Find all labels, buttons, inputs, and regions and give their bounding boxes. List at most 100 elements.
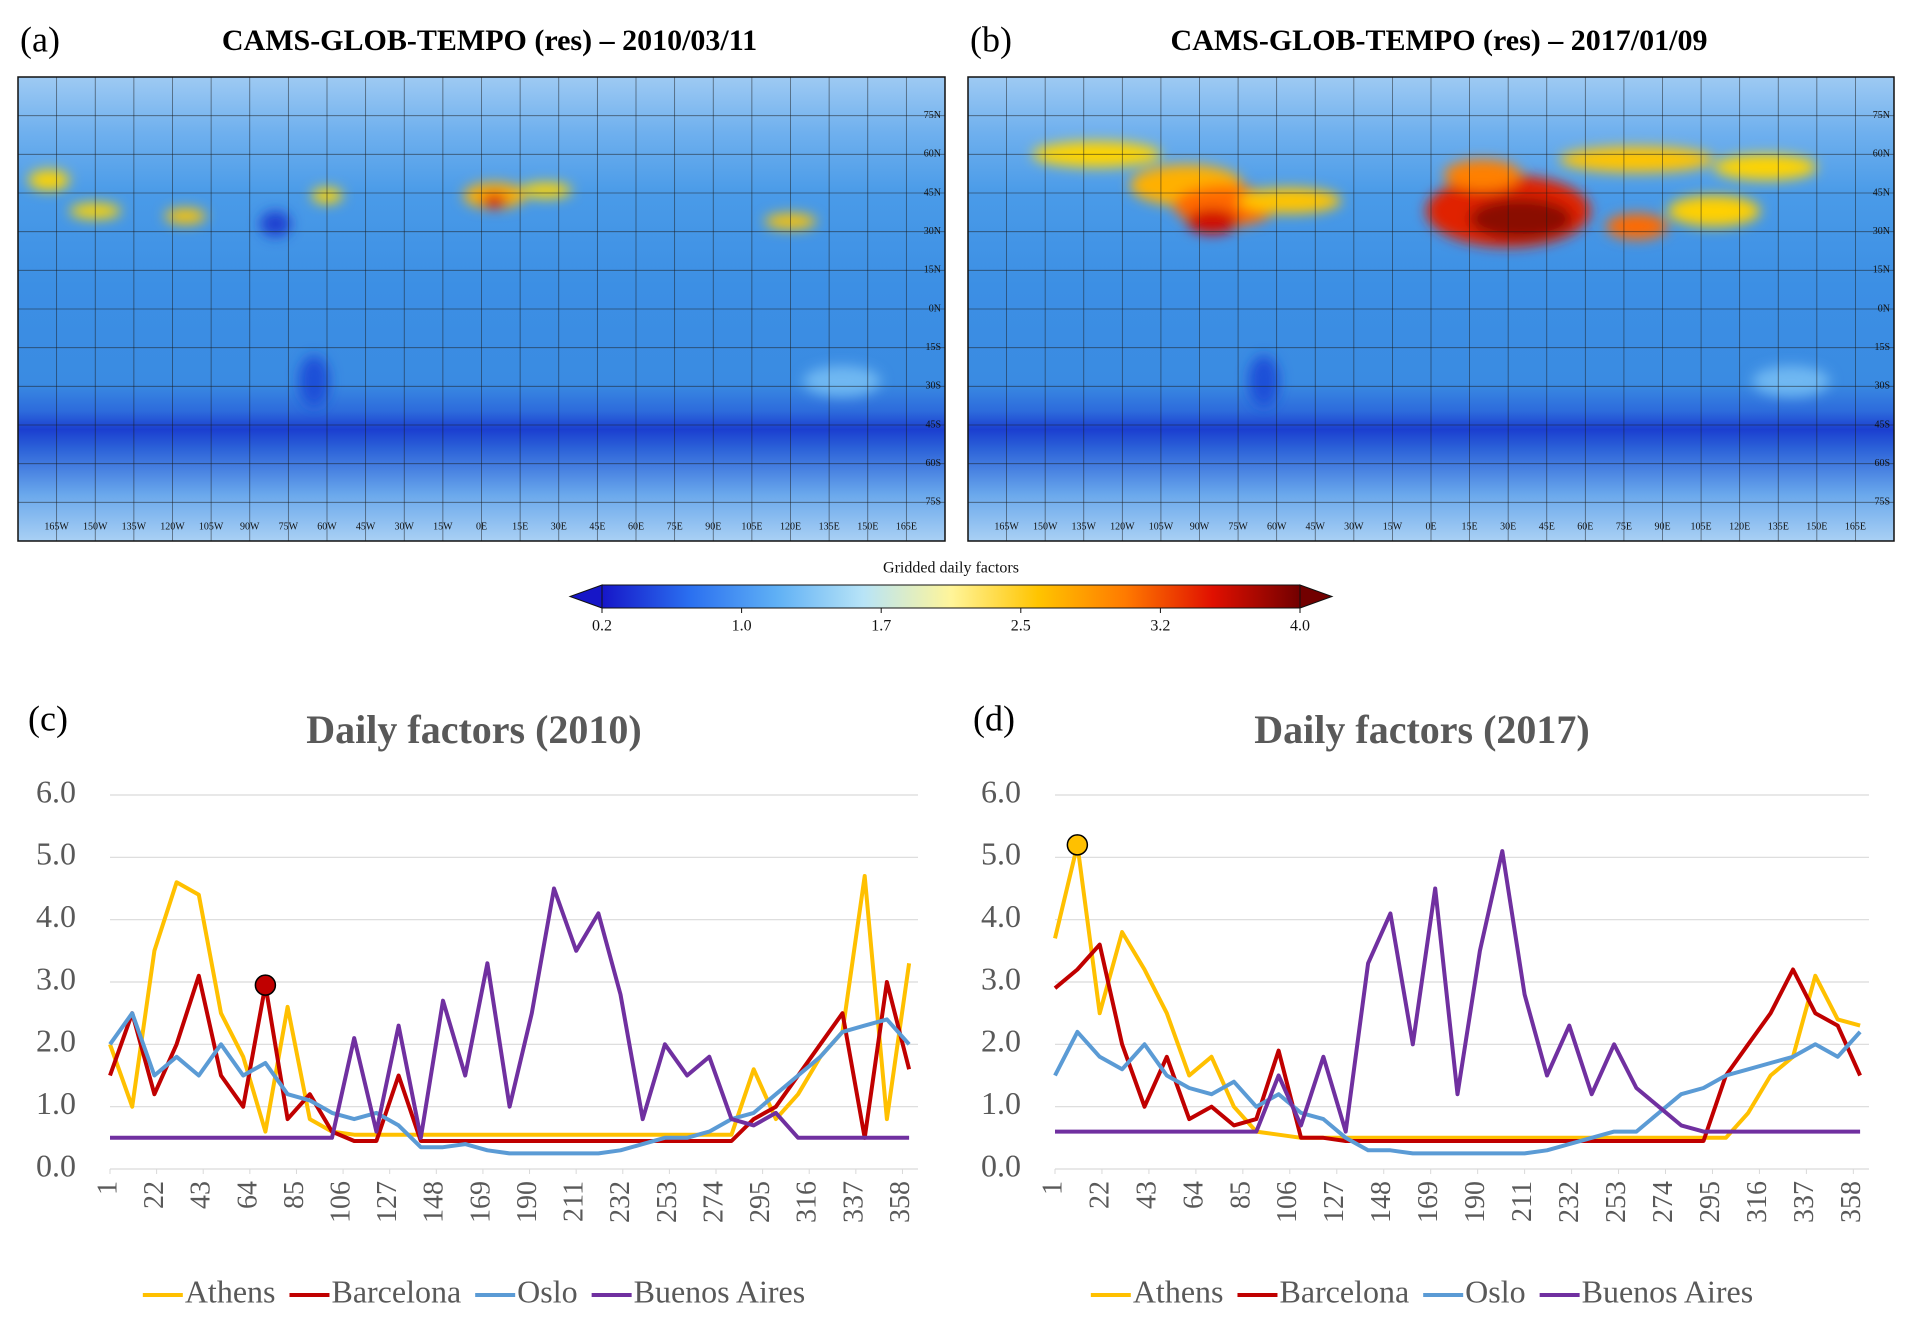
y-tick-label: 6.0 (981, 773, 1021, 809)
y-tick-label: 6.0 (36, 773, 76, 809)
x-tick-label: 190 (512, 1181, 543, 1223)
legend-label: Barcelona (1279, 1273, 1409, 1309)
panel-label: (b) (970, 19, 1012, 59)
legend-label: Oslo (1465, 1273, 1525, 1309)
x-tick-label: 127 (1319, 1181, 1350, 1223)
map-patches (28, 169, 881, 407)
x-tick-label: 253 (652, 1181, 683, 1223)
highlight-point (254, 974, 277, 996)
lon-label: 90E (1654, 521, 1670, 532)
lon-label: 135W (122, 521, 147, 532)
lon-label: 105E (1691, 521, 1712, 532)
lon-label: 90W (1190, 521, 1210, 532)
lon-label: 45E (1539, 521, 1555, 532)
lon-label: 0E (476, 521, 487, 532)
x-tick-label: 148 (1366, 1181, 1397, 1223)
lon-label: 60E (1577, 521, 1593, 532)
lon-label: 45W (1306, 521, 1326, 532)
y-tick-label: 4.0 (981, 898, 1021, 934)
lon-label: 120W (160, 521, 185, 532)
lon-label: 60W (1267, 521, 1287, 532)
lat-label: 45N (924, 187, 941, 198)
lon-label: 105E (741, 521, 762, 532)
x-tick-label: 316 (792, 1181, 823, 1223)
series-line (110, 886, 910, 1140)
lon-label: 30W (395, 521, 415, 532)
legend: Athens Barcelona Oslo Buenos Aires (142, 1273, 806, 1309)
lat-label: 15N (1873, 265, 1890, 276)
lat-label: 30S (1874, 381, 1890, 392)
lon-label: 150W (1033, 521, 1058, 532)
lon-label: 15W (1383, 521, 1403, 532)
x-tick-label: 190 (1460, 1181, 1491, 1223)
x-tick-label: 43 (186, 1181, 217, 1209)
lat-label: 45S (1874, 419, 1890, 430)
lat-label: 0N (929, 303, 941, 314)
map-frame (17, 76, 946, 542)
colorbar-tick-label: 1.0 (732, 618, 752, 635)
colorbar-tick-label: 1.7 (871, 618, 891, 635)
lon-label: 90W (240, 521, 260, 532)
series-line (108, 1011, 911, 1156)
x-tick-label: 232 (605, 1181, 636, 1223)
x-tick-label: 169 (1413, 1181, 1444, 1223)
lon-label: 75W (1228, 521, 1248, 532)
x-tick-label: 211 (559, 1181, 590, 1222)
map-title: CAMS-GLOB-TEMPO (res) – 2017/01/09 (1171, 24, 1708, 57)
x-tick-label: 85 (279, 1181, 310, 1209)
colorbar-tick-label: 3.2 (1150, 618, 1170, 635)
y-tick-label: 4.0 (36, 898, 76, 934)
lon-label: 15E (512, 521, 528, 532)
x-tick-label: 253 (1601, 1181, 1632, 1223)
colorbar-tick-label: 2.5 (1011, 618, 1031, 635)
lon-label: 105W (1149, 521, 1174, 532)
colorbar-tick-label: 0.2 (592, 618, 612, 635)
colorbar-arrow (568, 584, 603, 609)
lon-label: 135E (819, 521, 840, 532)
lon-label: 15W (433, 521, 453, 532)
legend-label: Oslo (517, 1273, 577, 1309)
colorbar-arrow (1299, 584, 1334, 609)
legend-label: Buenos Aires (1582, 1273, 1754, 1309)
lon-label: 120E (780, 521, 801, 532)
lon-label: 120E (1729, 521, 1750, 532)
lat-label: 15S (1874, 342, 1890, 353)
lon-label: 60E (628, 521, 644, 532)
legend: Athens Barcelona Oslo Buenos Aires (1090, 1273, 1754, 1309)
lat-label: 45N (1873, 187, 1890, 198)
x-tick-label: 85 (1225, 1181, 1256, 1209)
lon-label: 135W (1072, 521, 1097, 532)
map-title: CAMS-GLOB-TEMPO (res) – 2010/03/11 (222, 24, 757, 57)
colorbar-tick-label: 4.0 (1290, 618, 1310, 635)
legend-label: Buenos Aires (634, 1273, 806, 1309)
chart-title: Daily factors (2010) (306, 707, 641, 752)
lon-label: 120W (1110, 521, 1135, 532)
lon-label: 75W (279, 521, 299, 532)
x-tick-label: 211 (1507, 1181, 1538, 1222)
lon-label: 90E (705, 521, 721, 532)
lon-label: 165E (1845, 521, 1866, 532)
lon-label: 150E (857, 521, 878, 532)
y-tick-label: 2.0 (36, 1023, 76, 1059)
x-tick-label: 337 (838, 1181, 869, 1223)
lon-label: 165W (994, 521, 1019, 532)
lon-label: 165W (44, 521, 69, 532)
x-tick-label: 106 (1272, 1181, 1303, 1223)
panel-label: (a) (20, 19, 60, 59)
lon-label: 75E (667, 521, 683, 532)
lat-label: 75S (1874, 497, 1890, 508)
x-tick-label: 316 (1742, 1181, 1773, 1223)
series-line (108, 874, 912, 1137)
x-tick-label: 358 (1836, 1181, 1867, 1223)
chart-title: Daily factors (2017) (1254, 707, 1589, 752)
lon-label: 60W (317, 521, 337, 532)
lat-label: 0N (1878, 303, 1890, 314)
y-tick-label: 5.0 (981, 836, 1021, 872)
x-tick-label: 22 (139, 1181, 170, 1209)
x-tick-label: 64 (1178, 1181, 1209, 1209)
y-tick-label: 3.0 (981, 960, 1021, 996)
lat-label: 45S (925, 419, 941, 430)
series-line (1053, 842, 1861, 1140)
